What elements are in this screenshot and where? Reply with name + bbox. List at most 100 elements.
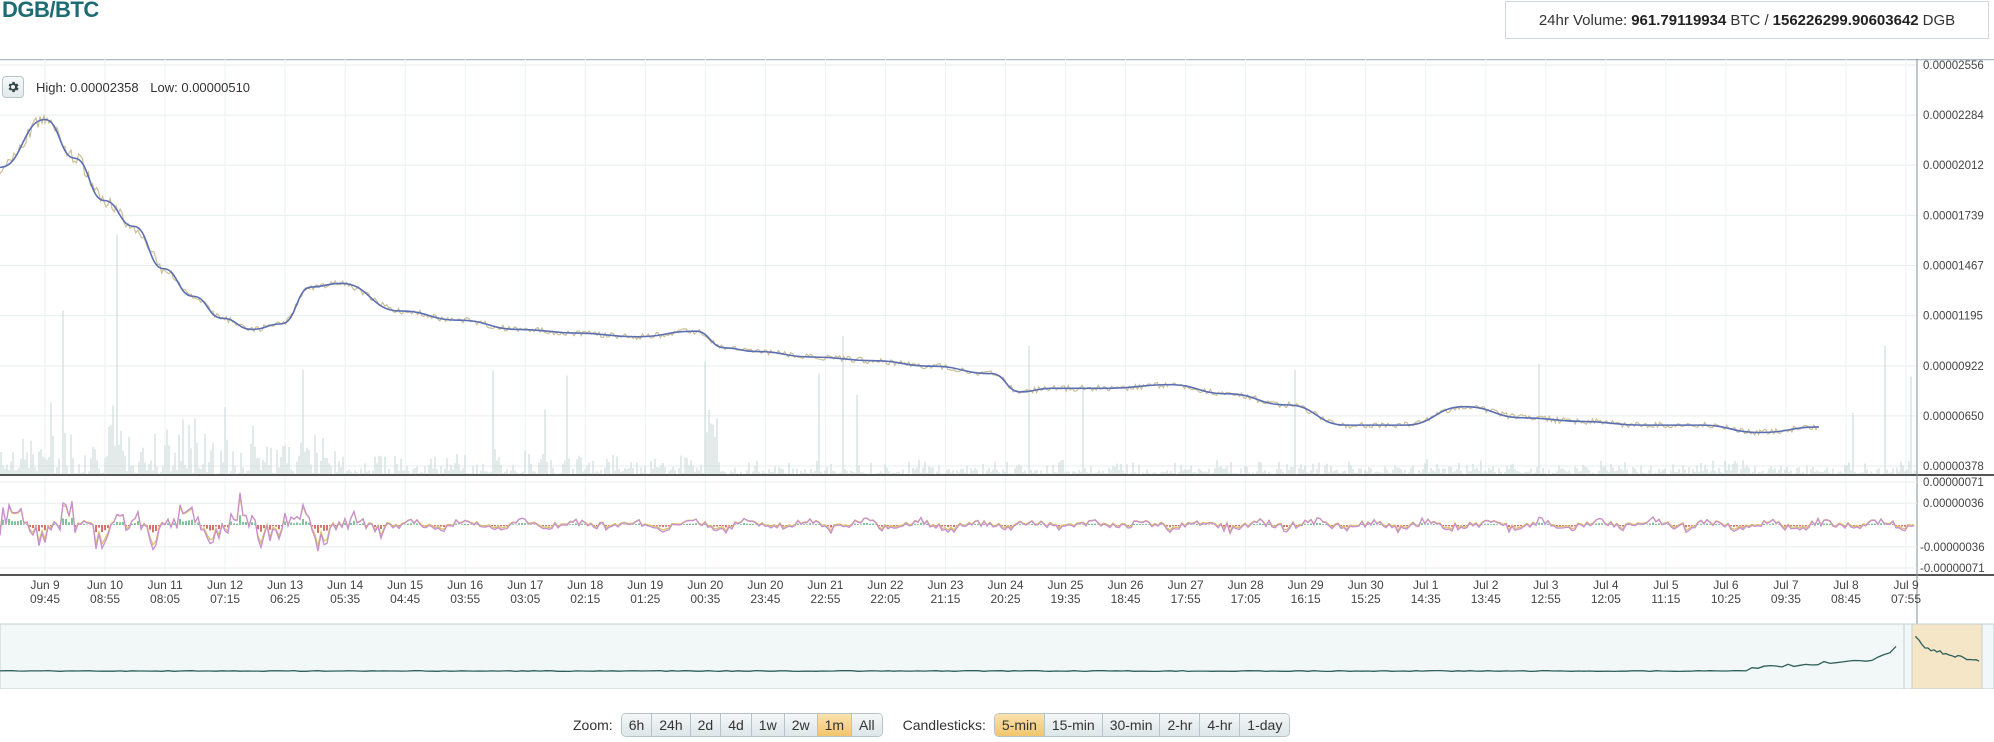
svg-text:23:45: 23:45	[750, 592, 780, 606]
svg-text:Jun 20: Jun 20	[747, 578, 783, 592]
svg-text:Jul 6: Jul 6	[1713, 578, 1739, 592]
svg-text:01:25: 01:25	[630, 592, 660, 606]
svg-text:Jun 25: Jun 25	[1048, 578, 1084, 592]
zoom-button-2w[interactable]: 2w	[784, 714, 818, 736]
svg-text:Jun 28: Jun 28	[1228, 578, 1264, 592]
zoom-button-1m[interactable]: 1m	[817, 714, 853, 736]
svg-text:Jul 2: Jul 2	[1473, 578, 1499, 592]
svg-text:11:15: 11:15	[1651, 592, 1680, 606]
svg-text:Jun 30: Jun 30	[1348, 578, 1384, 592]
chart-settings-button[interactable]	[2, 76, 24, 98]
svg-text:15:25: 15:25	[1351, 592, 1381, 606]
high-value: High: 0.00002358	[36, 80, 139, 95]
svg-text:08:55: 08:55	[90, 592, 120, 606]
svg-text:Jul 9: Jul 9	[1893, 578, 1919, 592]
svg-text:08:45: 08:45	[1831, 592, 1861, 606]
svg-text:Jul 8: Jul 8	[1833, 578, 1859, 592]
svg-text:0.00000650: 0.00000650	[1923, 411, 1984, 423]
svg-text:21:15: 21:15	[930, 592, 960, 606]
chart-canvas[interactable]: 0.00002556 0.00002284 0.00002012 0.00001739…	[0, 58, 1994, 690]
svg-text:-0.00000071: -0.00000071	[1920, 563, 1985, 575]
svg-text:04:45: 04:45	[390, 592, 420, 606]
svg-text:08:05: 08:05	[150, 592, 180, 606]
svg-text:Jun 12: Jun 12	[207, 578, 243, 592]
candlestick-button-5-min[interactable]: 5-min	[994, 714, 1045, 736]
svg-text:13:45: 13:45	[1471, 592, 1501, 606]
svg-text:0.00002012: 0.00002012	[1923, 160, 1984, 172]
volume-dgb-value: 156226299.90603642	[1772, 11, 1919, 29]
svg-text:0.00002284: 0.00002284	[1923, 110, 1984, 122]
zoom-button-24h[interactable]: 24h	[652, 714, 691, 736]
high-low-readout: High: 0.00002358 Low: 0.00000510	[36, 80, 258, 95]
volume-dgb-unit: DGB	[1922, 11, 1956, 29]
price-chart[interactable]: 0.00002556 0.00002284 0.00002012 0.00001739…	[0, 58, 1994, 690]
svg-text:00:35: 00:35	[690, 592, 720, 606]
svg-text:12:55: 12:55	[1531, 592, 1561, 606]
svg-text:03:55: 03:55	[450, 592, 480, 606]
volume-label: 24hr Volume:	[1538, 11, 1628, 29]
svg-text:09:35: 09:35	[1771, 592, 1801, 606]
svg-text:Jul 7: Jul 7	[1773, 578, 1799, 592]
svg-text:Jun 22: Jun 22	[867, 578, 903, 592]
svg-text:Jun 21: Jun 21	[807, 578, 843, 592]
svg-text:Jun 13: Jun 13	[267, 578, 303, 592]
svg-text:0.00000036: 0.00000036	[1923, 498, 1984, 510]
svg-text:Jun 11: Jun 11	[147, 578, 182, 592]
svg-text:09:45: 09:45	[30, 592, 60, 606]
svg-text:18:45: 18:45	[1111, 592, 1141, 606]
svg-text:Jul 5: Jul 5	[1653, 578, 1679, 592]
svg-text:10:25: 10:25	[1711, 592, 1741, 606]
svg-text:0.00001467: 0.00001467	[1923, 261, 1984, 273]
svg-text:12:05: 12:05	[1591, 592, 1621, 606]
svg-text:14:35: 14:35	[1411, 592, 1441, 606]
gear-icon	[8, 81, 19, 93]
svg-text:05:35: 05:35	[330, 592, 360, 606]
svg-text:16:15: 16:15	[1291, 592, 1321, 606]
chart-controls: Zoom: 6h 24h 2d 4d 1w 2w 1m All Candlesticks: 5…	[573, 713, 1310, 737]
svg-text:Jun 23: Jun 23	[927, 578, 963, 592]
candlesticks-label: Candlesticks:	[902, 717, 986, 733]
svg-text:02:15: 02:15	[570, 592, 600, 606]
volume-btc-unit: BTC /	[1730, 11, 1769, 29]
svg-text:03:05: 03:05	[510, 592, 540, 606]
zoom-button-4d[interactable]: 4d	[721, 714, 752, 736]
svg-text:0.00001739: 0.00001739	[1923, 210, 1984, 222]
svg-text:19:35: 19:35	[1051, 592, 1081, 606]
svg-text:-0.00000036: -0.00000036	[1920, 542, 1985, 554]
svg-text:22:05: 22:05	[870, 592, 900, 606]
svg-text:07:55: 07:55	[1891, 592, 1921, 606]
svg-text:20:25: 20:25	[991, 592, 1021, 606]
svg-text:06:25: 06:25	[270, 592, 300, 606]
svg-text:0.00001195: 0.00001195	[1923, 311, 1983, 323]
zoom-button-2d[interactable]: 2d	[690, 714, 722, 736]
candlestick-button-group: 5-min 15-min 30-min 2-hr 4-hr 1-day	[993, 713, 1291, 737]
svg-text:Jul 4: Jul 4	[1593, 578, 1619, 592]
candlestick-button-30-min[interactable]: 30-min	[1102, 714, 1161, 736]
svg-text:Jun 24: Jun 24	[988, 578, 1024, 592]
zoom-label: Zoom:	[573, 717, 613, 733]
svg-text:Jul 3: Jul 3	[1533, 578, 1559, 592]
zoom-button-all[interactable]: All	[852, 714, 882, 736]
svg-text:0.00000378: 0.00000378	[1923, 461, 1984, 473]
zoom-button-1w[interactable]: 1w	[751, 714, 785, 736]
candlestick-button-1-day[interactable]: 1-day	[1240, 714, 1290, 736]
svg-text:Jun 20: Jun 20	[687, 578, 723, 592]
zoom-button-group: 6h 24h 2d 4d 1w 2w 1m All	[620, 713, 883, 737]
zoom-button-6h[interactable]: 6h	[621, 714, 653, 736]
svg-text:0.00000922: 0.00000922	[1923, 361, 1984, 373]
svg-text:Jun 14: Jun 14	[327, 578, 363, 592]
candlestick-button-4-hr[interactable]: 4-hr	[1200, 714, 1241, 736]
svg-text:Jun 19: Jun 19	[627, 578, 663, 592]
svg-text:Jun 29: Jun 29	[1288, 578, 1324, 592]
svg-text:17:55: 17:55	[1171, 592, 1201, 606]
svg-text:0.00002556: 0.00002556	[1923, 60, 1984, 72]
volume-summary: 24hr Volume: 961.79119934 BTC / 15622629…	[1505, 1, 1989, 39]
page-title: DGB/BTC	[2, 0, 99, 22]
candlestick-button-2-hr[interactable]: 2-hr	[1160, 714, 1201, 736]
svg-text:22:55: 22:55	[810, 592, 840, 606]
candlestick-button-15-min[interactable]: 15-min	[1044, 714, 1103, 736]
svg-text:0.00000071: 0.00000071	[1923, 477, 1984, 489]
svg-text:Jun 9: Jun 9	[30, 578, 60, 592]
svg-text:Jun 10: Jun 10	[87, 578, 123, 592]
svg-text:Jun 27: Jun 27	[1168, 578, 1204, 592]
